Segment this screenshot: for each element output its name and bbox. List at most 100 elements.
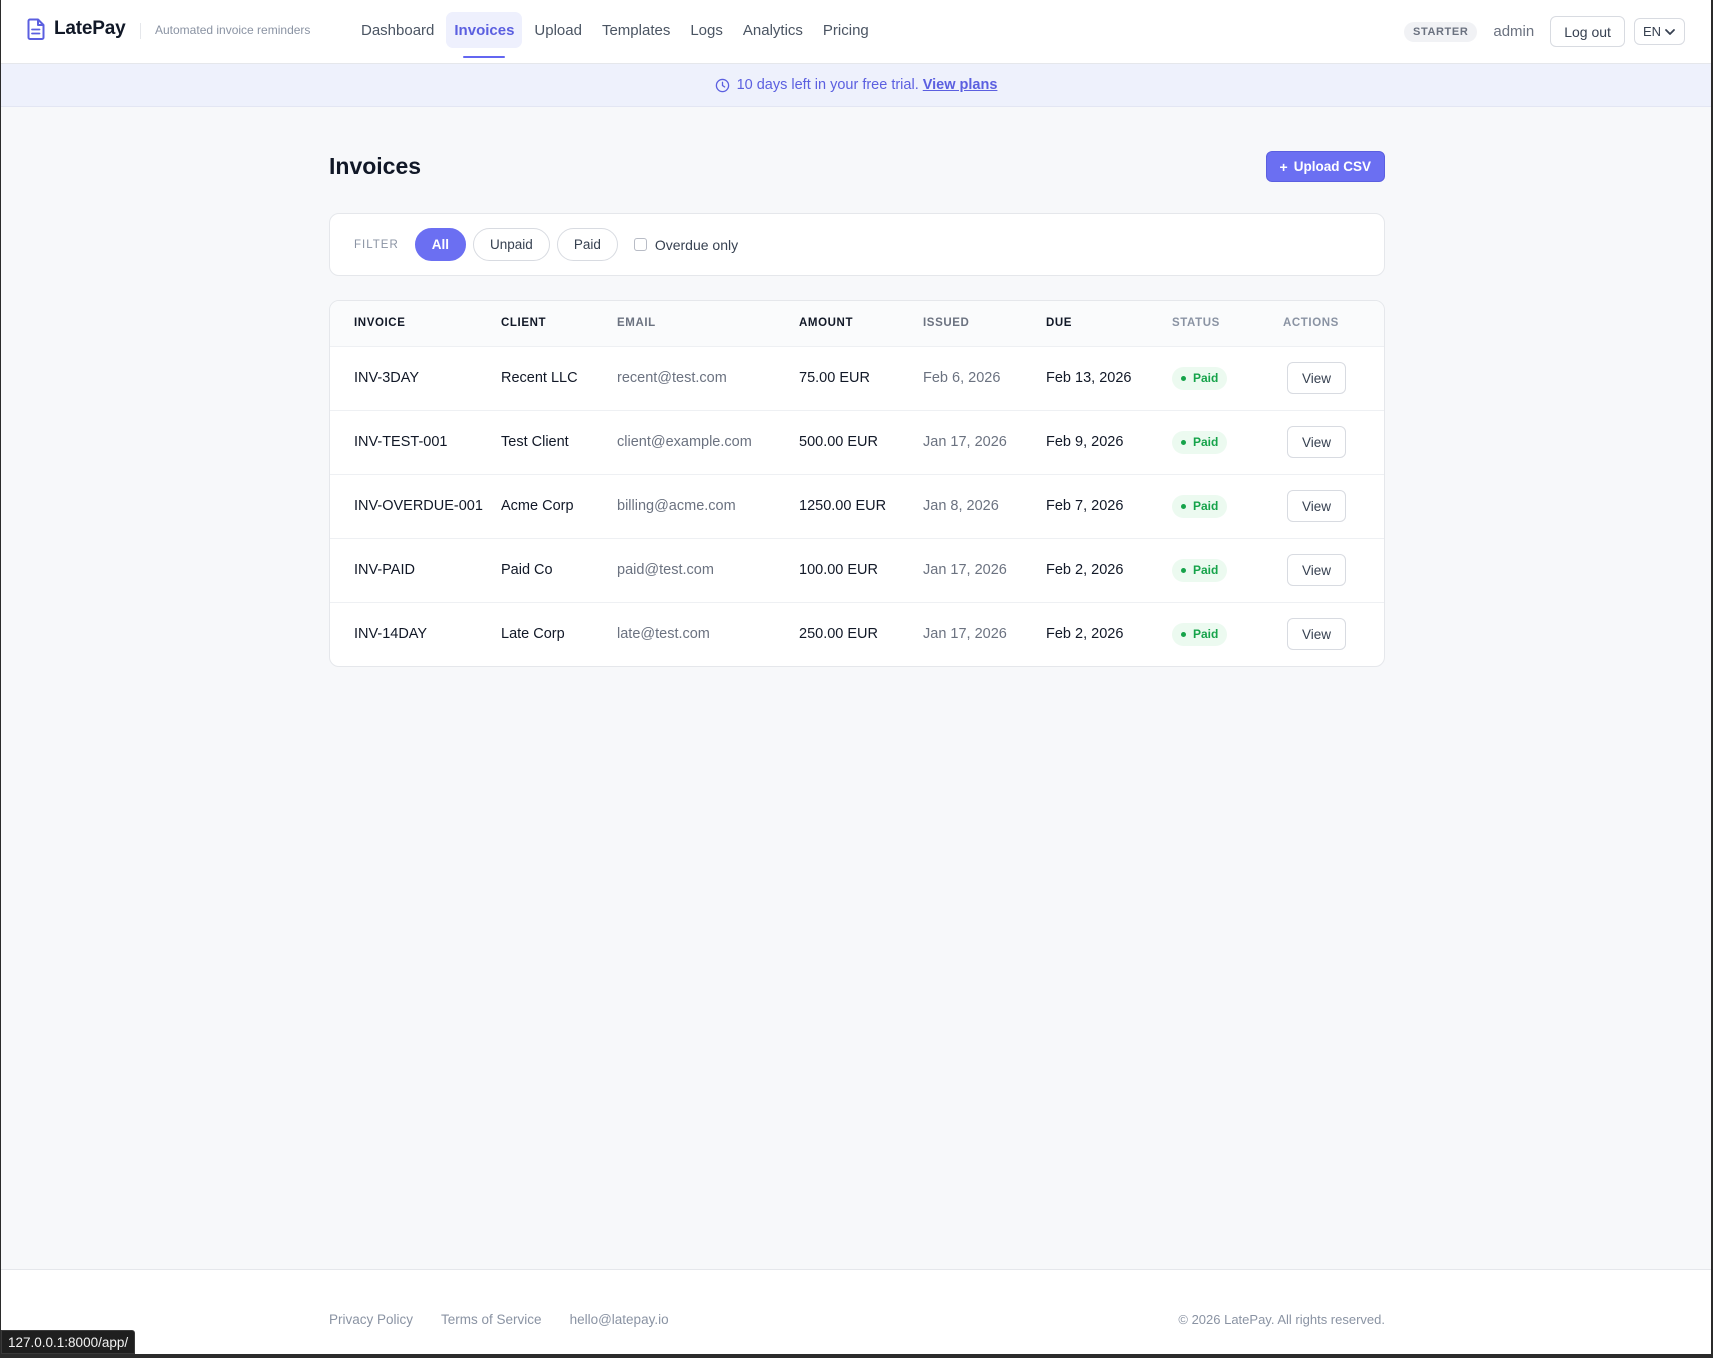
copyright-text: © 2026 LatePay. All rights reserved.	[1178, 1312, 1385, 1327]
trial-banner: 10 days left in your free trial. View pl…	[1, 64, 1711, 107]
language-value: EN	[1642, 24, 1661, 39]
status-label: Paid	[1193, 435, 1219, 449]
footer-links: Privacy Policy Terms of Service hello@la…	[329, 1312, 697, 1327]
status-badge: Paid	[1172, 622, 1228, 646]
issued-date: Jan 17, 2026	[923, 410, 1046, 475]
brand-tagline: Automated invoice reminders	[155, 23, 311, 37]
trial-text: 10 days left in your free trial.	[736, 77, 919, 93]
browser-status-url: 127.0.0.1:8000/app/	[1, 1330, 136, 1354]
status-dot-icon	[1181, 631, 1186, 637]
brand-logo-link[interactable]: LatePay	[27, 18, 141, 40]
contact-email-link[interactable]: hello@latepay.io	[569, 1312, 669, 1327]
status-dot-icon	[1181, 567, 1186, 573]
invoice-number: INV-TEST-001	[330, 410, 501, 475]
client-email: billing@acme.com	[617, 474, 799, 539]
clock-icon	[715, 78, 737, 93]
due-date: Feb 9, 2026	[1046, 410, 1172, 475]
column-header-status: STATUS	[1172, 301, 1283, 347]
client-name: Paid Co	[501, 538, 617, 603]
column-header-client: CLIENT	[501, 301, 617, 347]
due-date: Feb 13, 2026	[1046, 346, 1172, 411]
nav-templates[interactable]: Templates	[601, 21, 671, 39]
filter-chip-paid[interactable]: Paid	[556, 228, 618, 261]
status-label: Paid	[1193, 627, 1219, 642]
view-plans-link[interactable]: View plans	[922, 77, 998, 93]
invoice-amount: 1250.00 EUR	[799, 474, 923, 539]
table-row: INV-TEST-001 Test Client client@example.…	[330, 410, 1384, 475]
page-title: Invoices	[329, 153, 422, 179]
due-date: Feb 2, 2026	[1046, 626, 1124, 643]
status-badge: Paid	[1172, 366, 1228, 390]
invoice-amount: 75.00 EUR	[799, 346, 923, 411]
main-nav: Dashboard Invoices Upload Templates Logs…	[353, 12, 881, 58]
client-name: Recent LLC	[501, 346, 617, 411]
status-dot-icon	[1181, 503, 1186, 509]
terms-of-service-link[interactable]: Terms of Service	[441, 1312, 542, 1327]
table-row: INV-PAID Paid Co paid@test.com 100.00 EU…	[330, 538, 1384, 603]
status-label: Paid	[1193, 563, 1219, 577]
table-row: INV-OVERDUE-001 Acme Corp billing@acme.c…	[330, 474, 1384, 539]
overdue-label: Overdue only	[654, 236, 739, 253]
overdue-checkbox[interactable]	[633, 238, 647, 251]
issued-date: Jan 17, 2026	[923, 538, 1046, 603]
client-email: paid@test.com	[617, 538, 799, 603]
upload-csv-button[interactable]: + Upload CSV	[1265, 151, 1385, 182]
column-header-issued: ISSUED	[923, 301, 1046, 347]
status-badge: Paid	[1172, 430, 1228, 454]
overdue-only-toggle[interactable]: Overdue only	[633, 236, 739, 253]
nav-upload[interactable]: Upload	[534, 21, 582, 39]
user-controls: STARTER admin Log out EN	[1404, 16, 1685, 47]
column-header-actions: ACTIONS	[1283, 301, 1384, 347]
invoice-amount: 500.00 EUR	[799, 410, 923, 475]
invoice-number: INV-3DAY	[330, 346, 501, 411]
table-row: INV-3DAY Recent LLC recent@test.com 75.0…	[330, 346, 1384, 411]
client-email: recent@test.com	[617, 346, 799, 411]
view-invoice-button[interactable]: View	[1287, 490, 1346, 522]
column-header-invoice: INVOICE	[330, 301, 501, 347]
nav-logs[interactable]: Logs	[690, 21, 723, 39]
due-date: Feb 7, 2026	[1046, 474, 1172, 539]
table-header-row: INVOICE CLIENT EMAIL AMOUNT ISSUED DUE S…	[330, 301, 1384, 347]
document-icon	[27, 18, 45, 40]
client-email: late@test.com	[617, 626, 710, 643]
status-dot-icon	[1181, 439, 1186, 445]
status-label: Paid	[1193, 499, 1219, 513]
filter-chip-all[interactable]: All	[414, 228, 467, 261]
invoice-number: INV-14DAY	[354, 626, 428, 643]
plan-badge: STARTER	[1404, 21, 1478, 42]
privacy-policy-link[interactable]: Privacy Policy	[329, 1312, 414, 1327]
nav-dashboard[interactable]: Dashboard	[361, 21, 435, 39]
client-name: Test Client	[501, 410, 617, 475]
client-email: client@example.com	[617, 410, 799, 475]
invoice-number: INV-PAID	[330, 538, 501, 603]
nav-analytics[interactable]: Analytics	[742, 21, 803, 39]
status-label: Paid	[1193, 371, 1219, 385]
client-name: Acme Corp	[501, 474, 617, 539]
table-row: INV-14DAY Late Corp late@test.com 250.00…	[330, 602, 1384, 666]
language-selector[interactable]: EN	[1633, 18, 1685, 45]
top-navbar: LatePay Automated invoice reminders Dash…	[1, 0, 1711, 64]
invoice-amount: 100.00 EUR	[799, 538, 923, 603]
issued-date: Jan 8, 2026	[923, 474, 1046, 539]
view-invoice-button[interactable]: View	[1287, 426, 1346, 458]
upload-csv-label: Upload CSV	[1293, 159, 1371, 174]
invoices-table-card: INVOICE CLIENT EMAIL AMOUNT ISSUED DUE S…	[329, 300, 1385, 667]
main-content: Invoices + Upload CSV FILTER All Unpaid …	[329, 150, 1385, 667]
view-invoice-button[interactable]: View	[1287, 554, 1346, 586]
issued-date: Feb 6, 2026	[923, 346, 1046, 411]
invoice-amount: 250.00 EUR	[799, 626, 878, 643]
view-invoice-button[interactable]: View	[1287, 362, 1346, 394]
column-header-amount: AMOUNT	[799, 301, 923, 347]
client-name: Late Corp	[501, 626, 565, 643]
plus-icon: +	[1279, 158, 1288, 175]
view-invoice-button[interactable]: View	[1287, 618, 1346, 651]
chevron-down-icon	[1661, 26, 1676, 38]
logout-button[interactable]: Log out	[1550, 16, 1625, 47]
filter-chip-unpaid[interactable]: Unpaid	[473, 228, 550, 261]
nav-invoices[interactable]: Invoices	[446, 12, 523, 58]
issued-date: Jan 17, 2026	[923, 626, 1007, 643]
nav-pricing[interactable]: Pricing	[822, 21, 869, 39]
page-header: Invoices + Upload CSV	[329, 150, 1385, 182]
filter-label: FILTER	[354, 238, 399, 251]
